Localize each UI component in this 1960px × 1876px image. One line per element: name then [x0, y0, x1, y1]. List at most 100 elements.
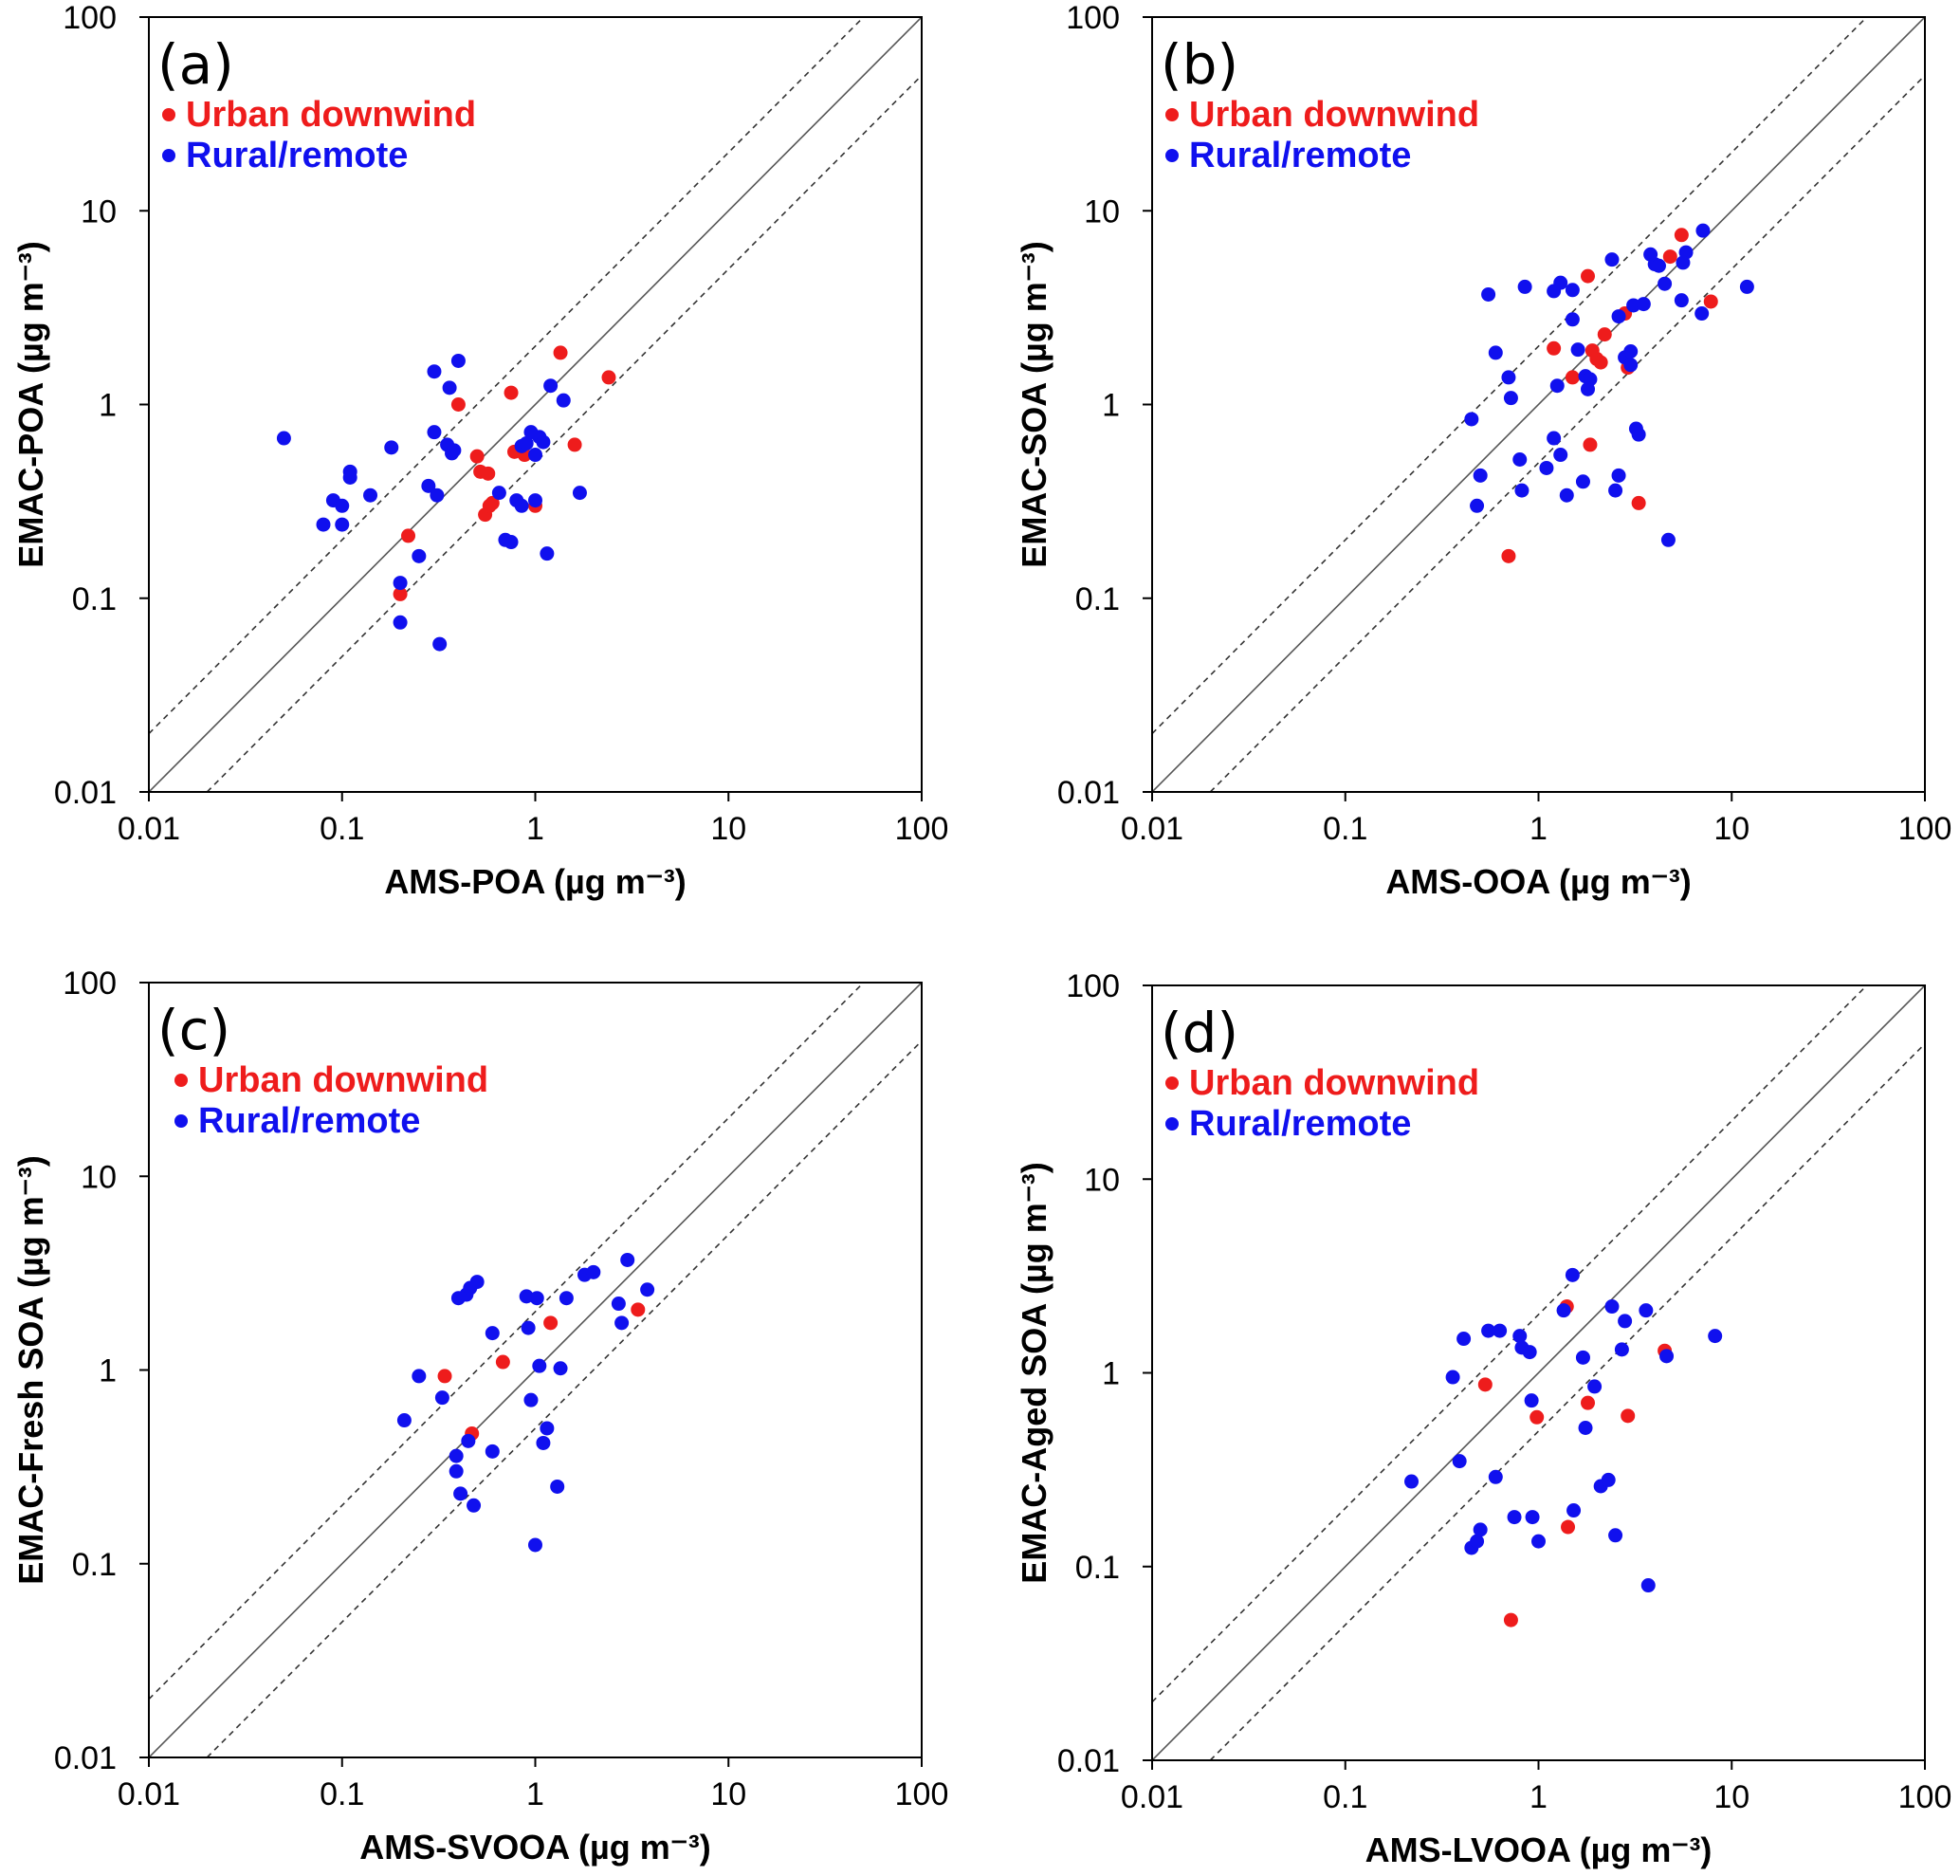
rural-remote-point [614, 1315, 630, 1331]
urban-downwind-point [469, 449, 485, 464]
y-axis-title: EMAC-Fresh SOA (µg m⁻³) [11, 1155, 50, 1584]
x-axis-title: AMS-SVOOA (µg m⁻³) [359, 1828, 710, 1867]
rural-remote-point [485, 1326, 500, 1341]
rural-remote-point [1522, 1345, 1537, 1360]
rural-remote-point [1445, 1370, 1460, 1385]
rural-remote-point [1660, 532, 1676, 547]
rural-remote-point [523, 1392, 539, 1407]
rural-remote-point [1651, 258, 1666, 273]
rural-remote-point [335, 498, 350, 513]
legend-rural-marker [1165, 149, 1179, 162]
x-tick-label: 100 [895, 1776, 949, 1812]
rural-remote-point [1608, 1528, 1623, 1543]
rural-remote-point [1694, 306, 1710, 322]
rural-remote-point [430, 487, 445, 503]
rural-remote-point [1566, 1503, 1582, 1518]
rural-remote-point [1611, 309, 1626, 324]
rural-remote-point [1493, 1323, 1508, 1338]
rural-remote-point [363, 487, 378, 503]
rural-remote-point [1614, 1342, 1629, 1357]
legend-urban-marker [174, 1074, 188, 1087]
y-tick-label: 1 [99, 388, 117, 424]
panel-a: 0.01 0.1 1 10 100 0.01 0.1 1 10 100 (a) Urban do… [11, 0, 948, 901]
data-points-a [276, 345, 616, 652]
rural-remote-point [276, 431, 291, 446]
rural-remote-point [611, 1297, 626, 1312]
factor-two-upper-line [149, 17, 865, 735]
rural-remote-point [434, 1390, 449, 1406]
rural-remote-point [1524, 1393, 1539, 1408]
x-tick-label: 0.01 [118, 811, 180, 847]
urban-downwind-point [1593, 355, 1608, 370]
x-tick-label: 10 [1713, 811, 1749, 847]
urban-downwind-point [1621, 1408, 1636, 1424]
rural-remote-point [1570, 342, 1585, 358]
urban-downwind-point [1565, 370, 1580, 385]
y-axis-title: EMAC-Aged SOA (µg m⁻³) [1015, 1162, 1053, 1583]
rural-remote-point [1488, 345, 1503, 360]
y-tick-label: 0.01 [1057, 775, 1120, 811]
rural-remote-point [427, 364, 442, 379]
urban-downwind-point [1561, 1519, 1576, 1535]
x-tick-label: 10 [1713, 1779, 1749, 1815]
rural-remote-point [559, 1291, 574, 1306]
one-to-one-line [1152, 985, 1925, 1760]
urban-downwind-point [631, 1302, 646, 1317]
rural-remote-point [528, 493, 542, 508]
rural-remote-point [1553, 275, 1568, 290]
x-tick-label: 0.1 [320, 811, 364, 847]
rural-remote-point [393, 615, 408, 630]
rural-remote-point [449, 1448, 464, 1463]
rural-remote-point [532, 1358, 547, 1373]
rural-remote-point [1565, 312, 1580, 327]
rural-remote-point [384, 440, 399, 455]
y-tick-label: 100 [63, 966, 117, 1002]
y-tick-label: 0.1 [1075, 581, 1120, 617]
rural-remote-point [335, 517, 350, 532]
rural-remote-point [1739, 279, 1754, 294]
rural-remote-point [1481, 1323, 1496, 1338]
urban-downwind-point [393, 586, 408, 601]
urban-downwind-point [495, 1354, 510, 1370]
legend-rural-label: Rural/remote [1189, 136, 1411, 175]
urban-downwind-point [1547, 340, 1562, 356]
rural-remote-point [1578, 1421, 1593, 1436]
urban-downwind-point [1674, 228, 1689, 243]
x-axis-ticks-d: 0.01 0.1 1 10 100 [1121, 1760, 1951, 1815]
rural-remote-point [396, 1413, 412, 1428]
urban-downwind-point [481, 466, 496, 481]
rural-remote-point [1604, 1299, 1620, 1315]
y-axis-ticks-c: 0.01 0.1 1 10 100 [54, 966, 149, 1776]
legend-urban-label: Urban downwind [1189, 1063, 1479, 1103]
rural-remote-point [1470, 1534, 1485, 1549]
rural-remote-point [540, 546, 555, 561]
x-tick-label: 1 [1530, 1779, 1548, 1815]
urban-downwind-point [485, 495, 500, 510]
y-tick-label: 0.01 [1057, 1743, 1120, 1779]
x-tick-label: 100 [1898, 811, 1952, 847]
x-tick-label: 0.1 [320, 1776, 364, 1812]
urban-downwind-point [1503, 1612, 1518, 1628]
factor-two-lower-line [206, 1039, 922, 1757]
y-tick-label: 1 [99, 1353, 117, 1389]
rural-remote-point [620, 1252, 635, 1267]
x-axis-title: AMS-POA (µg m⁻³) [384, 862, 686, 901]
x-tick-label: 0.01 [1121, 811, 1183, 847]
rural-remote-point [461, 1433, 476, 1448]
rural-remote-point [1512, 1329, 1528, 1344]
rural-remote-point [1456, 1332, 1472, 1347]
data-points-c [396, 1252, 655, 1553]
y-tick-label: 100 [63, 0, 117, 36]
rural-remote-point [1473, 468, 1488, 483]
rural-remote-point [1556, 1303, 1571, 1318]
x-tick-label: 0.1 [1323, 811, 1367, 847]
rural-remote-point [1553, 448, 1568, 463]
rural-remote-point [1575, 1350, 1590, 1365]
x-tick-label: 100 [895, 811, 949, 847]
rural-remote-point [519, 435, 534, 451]
rural-remote-point [504, 535, 519, 550]
legend-rural-label: Rural/remote [1189, 1104, 1411, 1144]
rural-remote-point [393, 576, 408, 591]
urban-downwind-point [504, 385, 519, 400]
urban-downwind-point [401, 528, 416, 543]
